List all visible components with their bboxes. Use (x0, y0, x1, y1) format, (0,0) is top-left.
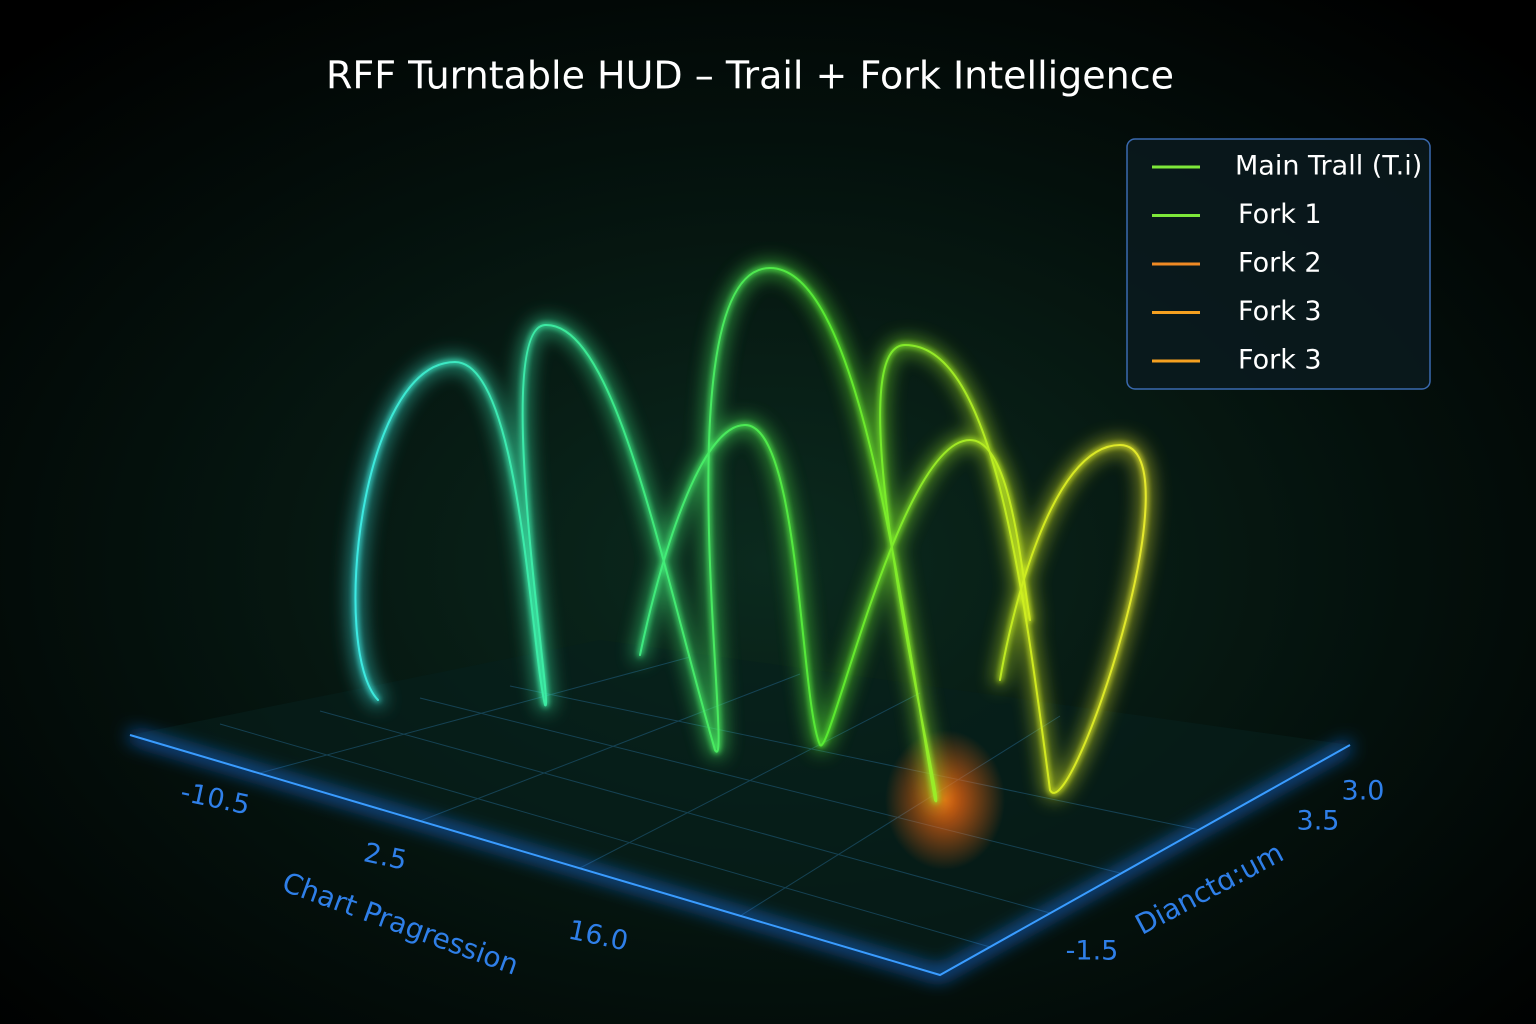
legend-items: Main Trall (T.i) Fork 1 Fork 2 Fork 3 Fork 3 (1152, 151, 1422, 376)
chart-title: RFF Turntable HUD – Trail + Fork Intelli… (326, 54, 1174, 98)
z-tick-label: 3.0 (1342, 776, 1385, 807)
legend-label: Fork 3 (1238, 345, 1322, 376)
legend (1126, 138, 1431, 390)
legend-label: Fork 2 (1238, 248, 1322, 279)
legend-label: Fork 3 (1238, 296, 1322, 327)
legend-label: Fork 1 (1238, 199, 1322, 230)
legend-label: Main Trall (T.i) (1235, 151, 1422, 182)
trail (348, 260, 1153, 809)
z-tick-label: 3.5 (1297, 806, 1340, 837)
hotspot (885, 730, 1005, 870)
z-tick-label: -1.5 (1066, 936, 1119, 967)
